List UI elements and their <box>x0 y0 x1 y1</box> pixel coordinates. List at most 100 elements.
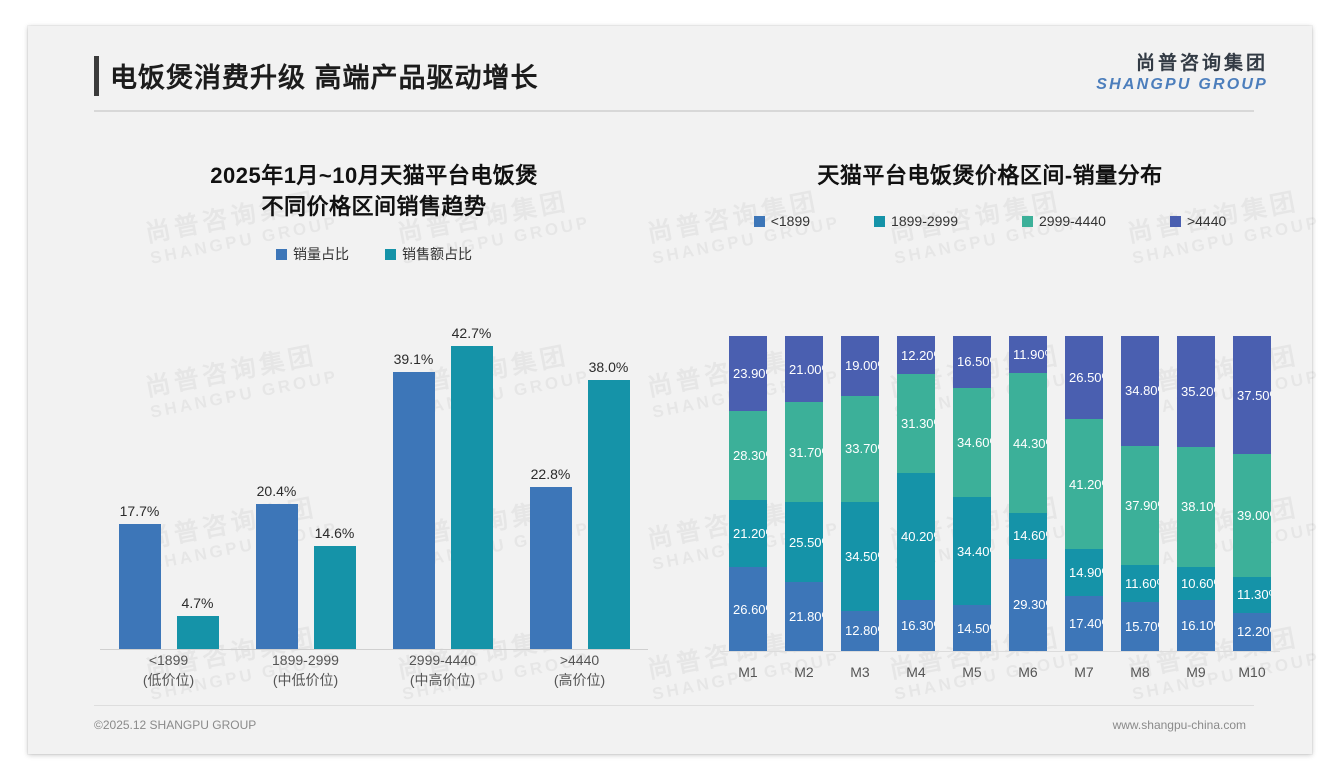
stacked-bar-segment[interactable]: 11.60% <box>1121 564 1159 602</box>
bar-rect[interactable] <box>176 615 219 649</box>
stacked-bar[interactable]: 12.20% 31.30% 40.20% 16.30% <box>897 336 935 651</box>
stacked-bar-column: 34.80% 37.90% 11.60% 15.70% <box>1112 336 1168 651</box>
brand-logo-en: SHANGPU GROUP <box>1096 75 1268 93</box>
stacked-bar[interactable]: 26.50% 41.20% 14.90% 17.40% <box>1065 336 1103 651</box>
bar-rect[interactable] <box>529 487 572 649</box>
bar-rect[interactable] <box>118 523 161 649</box>
stacked-bar-segment[interactable]: 21.00% <box>785 336 823 403</box>
stacked-bar[interactable]: 11.90% 44.30% 14.60% 29.30% <box>1009 336 1047 651</box>
stacked-bar-segment[interactable]: 19.00% <box>841 336 879 396</box>
right-legend-item-0[interactable]: <1899 <box>753 213 810 229</box>
stacked-bar-segment[interactable]: 14.60% <box>1009 512 1047 559</box>
stacked-bar-segment[interactable]: 34.80% <box>1121 336 1159 446</box>
stacked-bar-segment[interactable]: 16.50% <box>953 336 991 388</box>
bar-column[interactable]: 20.4% <box>255 316 298 649</box>
stacked-bar-segment[interactable]: 28.30% <box>729 411 767 501</box>
stacked-bar[interactable]: 23.90% 28.30% 21.20% 26.60% <box>729 336 767 651</box>
stacked-bar-segment[interactable]: 21.80% <box>785 582 823 651</box>
stacked-bar-segment[interactable]: 44.30% <box>1009 373 1047 513</box>
segment-value-label: 34.80% <box>1125 383 1159 399</box>
stacked-bar-column: 12.20% 31.30% 40.20% 16.30% <box>888 336 944 651</box>
segment-value-label: 37.90% <box>1125 497 1159 513</box>
stacked-bar-segment[interactable]: 10.60% <box>1177 566 1215 601</box>
stacked-bar-segment[interactable]: 29.30% <box>1009 558 1047 651</box>
stacked-bar-segment[interactable]: 31.70% <box>785 402 823 502</box>
stacked-bar-segment[interactable]: 11.90% <box>1009 336 1047 374</box>
bar-column[interactable]: 14.6% <box>313 316 356 649</box>
bar-column[interactable]: 22.8% <box>529 316 572 649</box>
slide-header: 电饭煲消费升级 高端产品驱动增长 尚普咨询集团 SHANGPU GROUP <box>28 26 1312 112</box>
stacked-bar-segment[interactable]: 17.40% <box>1065 596 1103 651</box>
left-legend-item-1[interactable]: 销售额占比 <box>385 244 472 264</box>
right-chart-panel: 天猫平台电饭煲价格区间-销量分布 <1899 1899-2999 2999-4440… <box>700 130 1280 700</box>
left-chart-title: 2025年1月~10月天猫平台电饭煲 不同价格区间销售趋势 <box>64 130 684 222</box>
stacked-bar-segment[interactable]: 37.50% <box>1233 336 1271 455</box>
stacked-bar-segment[interactable]: 34.40% <box>953 496 991 606</box>
stacked-bar[interactable]: 37.50% 39.00% 11.30% 12.20% <box>1233 336 1271 651</box>
bar-rect[interactable] <box>313 545 356 649</box>
x-tick-sublabel: (高价位) <box>553 672 606 689</box>
bar-rect[interactable] <box>587 379 630 649</box>
stacked-bar[interactable]: 21.00% 31.70% 25.50% 21.80% <box>785 336 823 651</box>
bar-rect[interactable] <box>450 346 493 649</box>
legend-label: 1899-2999 <box>891 213 958 230</box>
x-tick-label: M5 <box>962 664 982 680</box>
segment-value-label: 11.30% <box>1237 587 1271 603</box>
segment-value-label: 28.30% <box>733 448 767 464</box>
bar-column[interactable]: 42.7% <box>450 316 493 649</box>
left-chart-title-line2: 不同价格区间销售趋势 <box>261 194 487 220</box>
left-chart-panel: 2025年1月~10月天猫平台电饭煲 不同价格区间销售趋势 销量占比 销售额占比 … <box>64 130 684 700</box>
stacked-bar-segment[interactable]: 14.50% <box>953 605 991 651</box>
right-legend-item-3[interactable]: >4440 <box>1169 213 1226 229</box>
stacked-bar-segment[interactable]: 15.70% <box>1121 601 1159 651</box>
stacked-bar[interactable]: 34.80% 37.90% 11.60% 15.70% <box>1121 336 1159 651</box>
stacked-bar-segment[interactable]: 21.20% <box>729 500 767 568</box>
stacked-bar[interactable]: 19.00% 33.70% 34.50% 12.80% <box>841 336 879 651</box>
stacked-bar-segment[interactable]: 33.70% <box>841 395 879 502</box>
stacked-bar-column: 26.50% 41.20% 14.90% 17.40% <box>1056 336 1112 651</box>
bar-rect[interactable] <box>392 371 435 649</box>
stacked-bar-segment[interactable]: 26.60% <box>729 567 767 651</box>
stacked-bar-segment[interactable]: 40.20% <box>897 473 935 600</box>
stacked-bar-segment[interactable]: 12.80% <box>841 610 879 651</box>
segment-value-label: 14.50% <box>957 620 991 636</box>
bar-column[interactable]: 39.1% <box>392 316 435 649</box>
stacked-bar[interactable]: 35.20% 38.10% 10.60% 16.10% <box>1177 336 1215 651</box>
x-tick-label: <1899 (低价位) <box>100 650 237 698</box>
left-legend-item-0[interactable]: 销量占比 <box>276 244 349 264</box>
bar-column[interactable]: 17.7% <box>118 316 161 649</box>
brand-logo-cn: 尚普咨询集团 <box>1135 53 1268 74</box>
bar-column[interactable]: 38.0% <box>587 316 630 649</box>
stacked-bar-segment[interactable]: 11.30% <box>1233 576 1271 613</box>
bar-column[interactable]: 4.7% <box>176 316 219 649</box>
right-legend-item-1[interactable]: 1899-2999 <box>874 213 958 229</box>
x-tick-label: M3 <box>850 664 870 680</box>
x-tick-label: M10 <box>1238 664 1266 680</box>
x-tick-sublabel: (中高价位) <box>409 672 476 689</box>
stacked-bar-segment[interactable]: 41.20% <box>1065 419 1103 550</box>
stacked-bar-segment[interactable]: 12.20% <box>1233 612 1271 651</box>
stacked-bar-segment[interactable]: 25.50% <box>785 501 823 583</box>
stacked-bar[interactable]: 16.50% 34.60% 34.40% 14.50% <box>953 336 991 651</box>
stacked-bar-segment[interactable]: 16.10% <box>1177 600 1215 651</box>
stacked-bar-segment[interactable]: 35.20% <box>1177 336 1215 447</box>
right-chart-title: 天猫平台电饭煲价格区间-销量分布 <box>817 163 1163 188</box>
stacked-bar-segment[interactable]: 12.20% <box>897 336 935 375</box>
right-legend-item-2[interactable]: 2999-4440 <box>1022 213 1106 229</box>
stacked-bar-segment[interactable]: 37.90% <box>1121 445 1159 565</box>
stacked-bar-segment[interactable]: 14.90% <box>1065 549 1103 597</box>
stacked-bar-segment[interactable]: 23.90% <box>729 336 767 412</box>
stacked-bar-segment[interactable]: 26.50% <box>1065 336 1103 420</box>
stacked-bar-segment[interactable]: 16.30% <box>897 599 935 651</box>
stacked-bar-segment[interactable]: 38.10% <box>1177 446 1215 567</box>
stacked-bar-column: 23.90% 28.30% 21.20% 26.60% <box>720 336 776 651</box>
x-tick-range: 1899-2999 <box>272 652 339 668</box>
stacked-bar-segment[interactable]: 31.30% <box>897 374 935 474</box>
x-tick-range: <1899 <box>148 652 189 668</box>
segment-value-label: 26.50% <box>1069 370 1103 386</box>
bar-rect[interactable] <box>255 504 298 649</box>
stacked-bar-segment[interactable]: 34.60% <box>953 387 991 497</box>
x-tick-label: >4440 (高价位) <box>511 650 648 698</box>
stacked-bar-segment[interactable]: 39.00% <box>1233 454 1271 577</box>
stacked-bar-segment[interactable]: 34.50% <box>841 501 879 611</box>
